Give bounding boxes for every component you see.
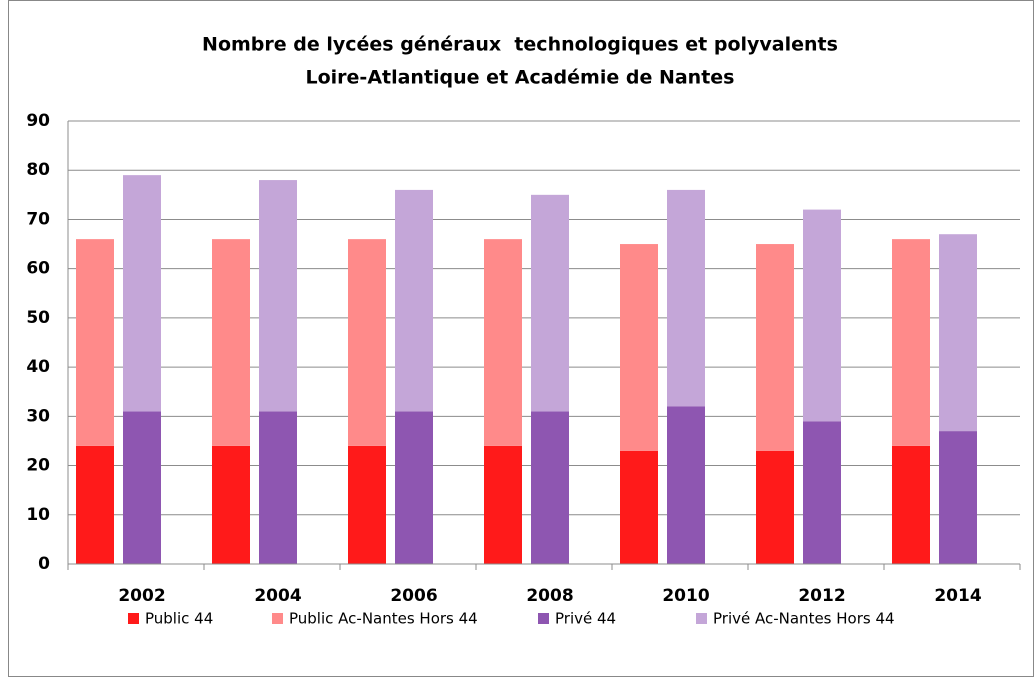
legend-label: Public 44 <box>145 610 213 628</box>
bar <box>484 239 522 446</box>
bar <box>484 445 522 564</box>
bar <box>620 450 658 564</box>
bar <box>939 234 977 432</box>
legend-swatch <box>272 613 283 624</box>
bar <box>667 189 705 407</box>
bar <box>76 445 114 564</box>
bar <box>892 445 930 564</box>
y-tick-label: 10 <box>26 505 50 525</box>
legend-swatch <box>696 613 707 624</box>
bar <box>667 406 705 564</box>
x-tick-label: 2014 <box>934 586 981 606</box>
bar <box>531 194 569 412</box>
legend-label: Privé Ac-Nantes Hors 44 <box>713 610 895 628</box>
y-tick-label: 40 <box>26 357 50 377</box>
x-tick-label: 2010 <box>662 586 709 606</box>
bar <box>259 411 297 564</box>
bar <box>76 239 114 446</box>
x-tick-label: 2002 <box>118 586 165 606</box>
bar <box>939 431 977 564</box>
legend-swatch <box>538 613 549 624</box>
legend-label: Public Ac-Nantes Hors 44 <box>289 610 478 628</box>
bar <box>348 445 386 564</box>
y-tick-label: 50 <box>26 308 50 328</box>
x-tick-label: 2006 <box>390 586 437 606</box>
legend-label: Privé 44 <box>555 610 616 628</box>
bar <box>756 450 794 564</box>
bar <box>620 244 658 451</box>
bar <box>395 189 433 412</box>
chart-subtitle: Loire-Atlantique et Académie de Nantes <box>306 67 735 89</box>
bar <box>123 411 161 564</box>
bar <box>395 411 433 564</box>
bar <box>892 239 930 446</box>
bar <box>803 209 841 422</box>
y-tick-label: 20 <box>26 456 50 476</box>
legend-swatch <box>128 613 139 624</box>
y-tick-label: 60 <box>26 259 50 279</box>
y-tick-label: 70 <box>26 209 50 229</box>
bar <box>531 411 569 564</box>
bar <box>259 180 297 412</box>
bar <box>212 445 250 564</box>
y-tick-label: 90 <box>26 111 50 131</box>
x-tick-label: 2004 <box>254 586 301 606</box>
bar <box>212 239 250 446</box>
y-tick-label: 30 <box>26 406 50 426</box>
y-tick-label: 0 <box>38 554 50 574</box>
bar <box>123 175 161 412</box>
x-tick-label: 2008 <box>526 586 573 606</box>
y-tick-label: 80 <box>26 160 50 180</box>
x-tick-label: 2012 <box>798 586 845 606</box>
chart-title: Nombre de lycées généraux technologiques… <box>202 34 838 56</box>
bar <box>803 421 841 564</box>
bar <box>756 244 794 451</box>
bar <box>348 239 386 446</box>
